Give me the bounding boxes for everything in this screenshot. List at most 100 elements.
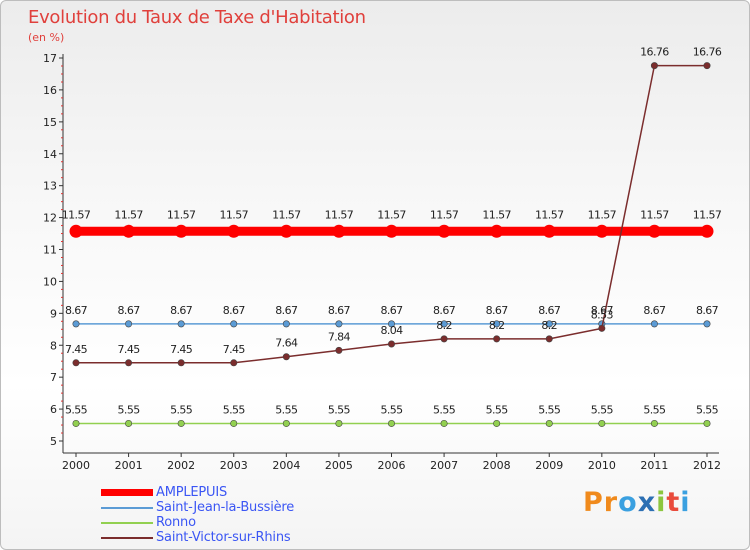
proxiti-logo: Proxiti bbox=[583, 487, 691, 518]
data-label: 8.67 bbox=[538, 304, 561, 317]
data-label: 7.84 bbox=[328, 330, 351, 343]
data-point bbox=[122, 224, 136, 238]
data-label: 8.67 bbox=[328, 304, 351, 317]
data-point bbox=[598, 324, 606, 332]
data-point bbox=[230, 419, 238, 427]
data-label: 8.67 bbox=[380, 304, 403, 317]
logo-letter: t bbox=[666, 487, 681, 518]
x-tick-label: 2011 bbox=[640, 459, 668, 472]
legend-label: AMPLEPUIS bbox=[156, 485, 228, 500]
data-point bbox=[174, 224, 188, 238]
data-point bbox=[387, 340, 395, 348]
data-point bbox=[72, 359, 80, 367]
legend-swatch bbox=[101, 536, 153, 539]
data-label: 11.57 bbox=[377, 208, 406, 221]
data-label: 8.2 bbox=[436, 319, 452, 332]
y-tick-label: 15 bbox=[43, 116, 57, 129]
data-label: 5.55 bbox=[591, 403, 614, 416]
data-point bbox=[700, 224, 714, 238]
data-label: 11.57 bbox=[62, 208, 91, 221]
legend-item: Ronno bbox=[101, 515, 294, 530]
data-point bbox=[385, 224, 398, 238]
data-label: 8.67 bbox=[486, 304, 509, 317]
data-label: 8.67 bbox=[643, 304, 666, 317]
x-tick-label: 2004 bbox=[272, 459, 300, 472]
y-tick-label: 9 bbox=[50, 307, 57, 320]
data-point bbox=[493, 320, 501, 328]
data-point bbox=[279, 224, 293, 238]
data-point bbox=[332, 224, 346, 238]
x-tick-label: 2007 bbox=[430, 459, 458, 472]
data-point bbox=[282, 353, 290, 361]
data-label: 8.67 bbox=[696, 304, 719, 317]
logo-letter: i bbox=[680, 487, 691, 518]
legend-item: AMPLEPUIS bbox=[101, 485, 294, 500]
data-label: 5.55 bbox=[275, 403, 298, 416]
data-label: 8.67 bbox=[65, 304, 88, 317]
data-label: 11.57 bbox=[167, 208, 196, 221]
y-tick-label: 6 bbox=[50, 403, 57, 416]
data-label: 8.53 bbox=[591, 308, 614, 321]
data-point bbox=[647, 224, 661, 238]
data-label: 8.67 bbox=[275, 304, 298, 317]
data-point bbox=[69, 224, 83, 238]
x-tick-label: 2003 bbox=[220, 459, 248, 472]
logo-letter: x bbox=[637, 487, 657, 518]
y-tick-label: 16 bbox=[43, 84, 57, 97]
data-label: 8.2 bbox=[489, 319, 505, 332]
data-point bbox=[282, 419, 290, 427]
logo-letter: i bbox=[656, 487, 667, 518]
data-point bbox=[387, 320, 395, 328]
data-label: 5.55 bbox=[538, 403, 561, 416]
logo-letter: r bbox=[603, 487, 619, 518]
y-tick-label: 10 bbox=[43, 275, 57, 288]
data-label: 11.57 bbox=[430, 208, 459, 221]
y-tick-label: 14 bbox=[43, 148, 57, 161]
data-label: 7.45 bbox=[65, 343, 88, 356]
y-tick-label: 7 bbox=[50, 371, 57, 384]
x-tick-label: 2002 bbox=[167, 459, 195, 472]
logo-letter: P bbox=[583, 487, 604, 518]
data-point bbox=[125, 419, 133, 427]
x-tick-label: 2005 bbox=[325, 459, 353, 472]
y-tick-label: 13 bbox=[43, 180, 57, 193]
data-point bbox=[230, 359, 238, 367]
data-label: 11.57 bbox=[114, 208, 143, 221]
data-point bbox=[125, 359, 133, 367]
legend-swatch bbox=[101, 521, 153, 524]
data-point bbox=[493, 335, 501, 343]
data-point bbox=[177, 359, 185, 367]
data-point bbox=[545, 419, 553, 427]
y-tick-label: 5 bbox=[50, 435, 57, 448]
data-label: 5.55 bbox=[696, 403, 719, 416]
data-point bbox=[545, 335, 553, 343]
y-tick-label: 12 bbox=[43, 212, 57, 225]
data-point bbox=[230, 320, 238, 328]
data-label: 5.55 bbox=[486, 403, 509, 416]
chart-subtitle: (en %) bbox=[28, 31, 65, 44]
data-label: 11.57 bbox=[535, 208, 564, 221]
data-label: 5.55 bbox=[65, 403, 88, 416]
data-label: 11.57 bbox=[482, 208, 511, 221]
data-label: 5.55 bbox=[223, 403, 246, 416]
legend-label: Ronno bbox=[156, 515, 196, 530]
data-point bbox=[125, 320, 133, 328]
legend-swatch bbox=[101, 489, 153, 496]
data-point bbox=[177, 419, 185, 427]
data-point bbox=[703, 320, 711, 328]
data-point bbox=[335, 419, 343, 427]
data-label: 11.57 bbox=[693, 208, 722, 221]
legend-item: Saint-Victor-sur-Rhins bbox=[101, 530, 294, 545]
data-point bbox=[650, 419, 658, 427]
data-label: 11.57 bbox=[220, 208, 249, 221]
data-point bbox=[493, 419, 501, 427]
data-point bbox=[440, 335, 448, 343]
data-label: 11.57 bbox=[325, 208, 354, 221]
x-tick-label: 2009 bbox=[535, 459, 563, 472]
data-label: 5.55 bbox=[328, 403, 351, 416]
y-tick-label: 17 bbox=[43, 52, 57, 65]
data-label: 11.57 bbox=[640, 208, 669, 221]
data-label: 8.67 bbox=[170, 304, 193, 317]
y-tick-label: 8 bbox=[50, 339, 57, 352]
